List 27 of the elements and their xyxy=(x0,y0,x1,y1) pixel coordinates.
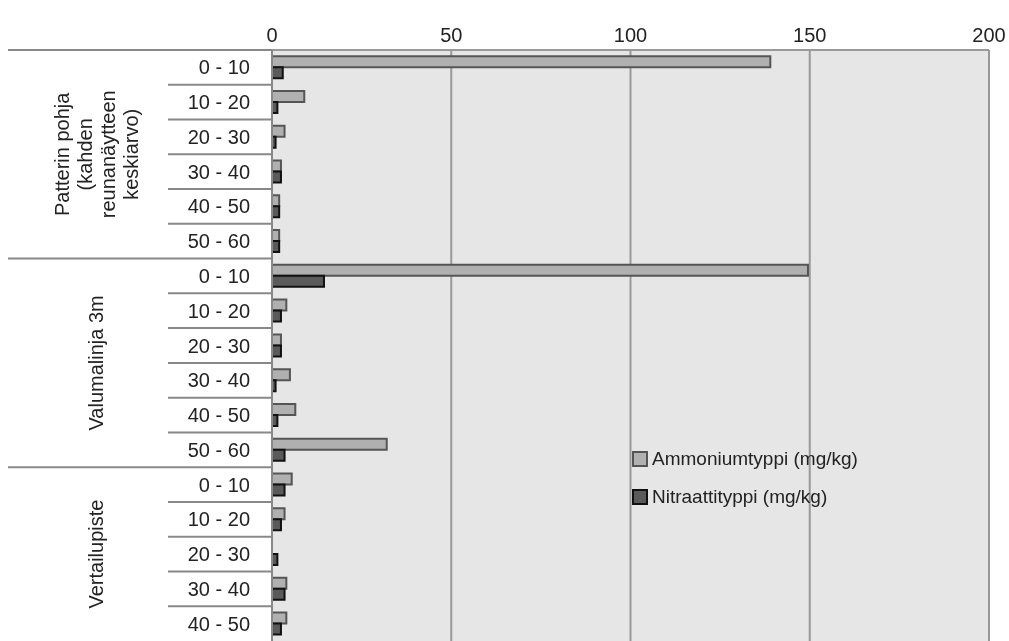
legend-label: Nitraattityppi (mg/kg) xyxy=(652,486,828,508)
y-tick-label: 20 - 30 xyxy=(187,334,250,357)
x-tick-label: 100 xyxy=(613,24,648,46)
y-tick-label: 50 - 60 xyxy=(187,438,250,461)
text: Valumalinja 3m xyxy=(85,295,107,431)
y-tick-label: 0 - 10 xyxy=(198,56,250,79)
text: Patterin pohja (kahden reunanäytteen keskiarvo) xyxy=(50,90,142,219)
y-tick-label: 20 - 30 xyxy=(187,125,250,148)
x-tick-label: 0 xyxy=(266,24,278,46)
x-tick-label: 200 xyxy=(972,24,1006,46)
legend-label: Ammoniumtyppi (mg/kg) xyxy=(652,448,858,470)
y-tick-label: 0 - 10 xyxy=(198,264,250,287)
y-tick-label: 20 - 30 xyxy=(187,543,250,566)
y-tick-label: 40 - 50 xyxy=(187,404,250,427)
y-tick-label: 40 - 50 xyxy=(187,612,250,635)
y-tick-label: 10 - 20 xyxy=(187,91,250,114)
y-tick-label: 30 - 40 xyxy=(187,577,250,600)
x-tick-label: 150 xyxy=(793,24,827,46)
y-tick-label: 10 - 20 xyxy=(187,508,250,531)
y-tick-label: 30 - 40 xyxy=(187,160,250,183)
y-tick-label: 0 - 10 xyxy=(198,473,250,496)
x-tick-label: 50 xyxy=(440,24,463,46)
y-tick-label: 40 - 50 xyxy=(187,195,250,218)
y-tick-label: 50 - 60 xyxy=(187,230,250,253)
text: Vertailupiste xyxy=(85,499,107,609)
y-tick-label: 10 - 20 xyxy=(187,299,250,322)
y-tick-label: 30 - 40 xyxy=(187,369,250,392)
